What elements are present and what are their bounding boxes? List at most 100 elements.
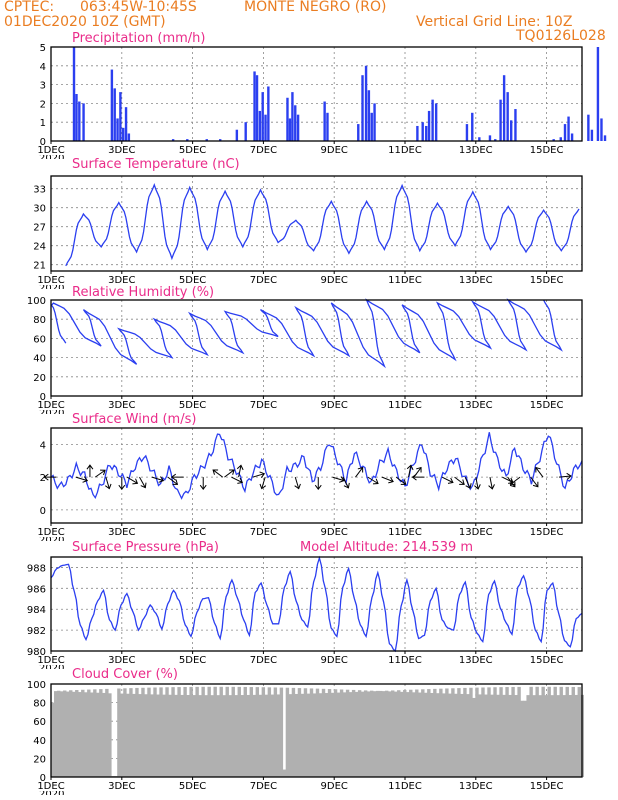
- cloud-bar: [384, 690, 389, 777]
- precip-bar: [361, 75, 364, 141]
- y-tick-label: 60: [33, 334, 46, 345]
- panel-title: Relative Humidity (%): [72, 285, 214, 300]
- precip-bar: [590, 129, 594, 141]
- cloud-bar: [276, 694, 281, 777]
- precip-bar: [421, 122, 424, 141]
- cloud-bar: [297, 688, 302, 777]
- cloud-bar: [487, 687, 491, 777]
- cloud-bar: [162, 694, 166, 777]
- precip-bar: [78, 101, 81, 141]
- cloud-bar: [412, 692, 416, 777]
- wind-vector: [558, 472, 572, 480]
- x-tick-label: 5DEC: [179, 145, 206, 156]
- precip-bar: [294, 105, 297, 141]
- cloud-bar: [391, 690, 395, 777]
- x-tick-label: 1DEC: [37, 400, 64, 411]
- y-tick-label: 24: [33, 242, 46, 253]
- y-tick-label: 80: [33, 699, 46, 710]
- precip-bar: [235, 129, 239, 141]
- x-tick-label: 3DEC: [108, 781, 135, 792]
- wind-vector: [104, 476, 112, 490]
- cloud-bar: [333, 689, 338, 777]
- cloud-bar: [306, 693, 311, 777]
- cloud-bar: [60, 691, 64, 777]
- header-source: CPTEC:: [4, 0, 55, 15]
- cloud-bar: [105, 688, 109, 777]
- cloud-bar: [532, 695, 536, 777]
- y-tick-label: 27: [33, 223, 46, 234]
- x-tick-label: 7DEC: [250, 275, 277, 286]
- cloud-bar: [559, 686, 563, 777]
- cloud-bar: [568, 695, 572, 777]
- wind-vector: [367, 476, 379, 485]
- cloud-bar: [126, 693, 130, 777]
- cloud-bar: [406, 692, 410, 777]
- cloud-bar: [123, 688, 127, 777]
- x-tick-label: 7DEC: [250, 400, 277, 411]
- cloud-bar: [201, 686, 205, 777]
- cloud-bar: [288, 694, 293, 777]
- cloud-bar: [210, 695, 214, 777]
- header-run-id: TQ0126L028: [516, 28, 606, 44]
- cloud-bar: [493, 687, 497, 777]
- panel-title: Surface Wind (m/s): [72, 412, 196, 427]
- cloud-bar: [195, 686, 199, 777]
- wind-vector: [259, 476, 267, 490]
- y-tick-label: 0: [40, 506, 46, 517]
- x-tick-label: 11DEC: [388, 400, 422, 411]
- y-tick-label: 20: [33, 373, 46, 384]
- cloud-bar: [156, 694, 160, 777]
- cloud-bar: [81, 689, 85, 777]
- cloud-bar: [342, 692, 347, 777]
- cloud-bar: [270, 694, 275, 777]
- precip-bar: [488, 135, 492, 141]
- precip-bar: [122, 127, 125, 141]
- precip-bar: [75, 94, 78, 141]
- x-tick-label: 3DEC: [108, 655, 135, 666]
- cloud-bar: [222, 695, 226, 777]
- wind-vector: [395, 476, 407, 485]
- precip-bar: [323, 101, 326, 141]
- header: CPTEC: 063:45W-10:45S MONTE NEGRO (RO) 0…: [0, 0, 618, 48]
- x-tick-label: 15DEC: [530, 781, 564, 792]
- x-tick-label: 3DEC: [108, 275, 135, 286]
- panel-title: Surface Temperature (nC): [72, 157, 240, 172]
- wind-vector: [224, 469, 235, 478]
- cloud-bar: [571, 686, 575, 777]
- x-tick-label: 13DEC: [459, 400, 493, 411]
- panel-4: 980 982 984 986 988 1DEC 3DEC 5DEC 7DEC 9DEC 11DEC…: [27, 540, 583, 674]
- precip-bar: [465, 124, 469, 141]
- wind-vector: [342, 476, 350, 489]
- cloud-bar: [192, 695, 196, 777]
- precip-bar: [499, 99, 502, 141]
- cloud-bar: [409, 689, 413, 777]
- panel-3: 0 2 4 1DEC 3DEC 5DEC 7DEC 9DEC 11DEC 13DEC 15DEC 20…: [37, 412, 583, 541]
- header-coords: 063:45W-10:45S: [80, 0, 197, 15]
- cloud-bar: [258, 694, 263, 777]
- cloud-bar: [282, 769, 287, 777]
- wind-vector: [355, 466, 364, 478]
- x-tick-label: 3DEC: [108, 527, 135, 538]
- x-tick-label: 15DEC: [530, 145, 564, 156]
- cloud-bar: [138, 694, 142, 777]
- x-tick-label: 13DEC: [459, 275, 493, 286]
- cloud-bar: [529, 686, 533, 777]
- cloud-bar: [189, 686, 193, 777]
- cloud-bar: [523, 700, 527, 777]
- wind-vector: [170, 473, 184, 481]
- cloud-bar: [436, 693, 440, 777]
- cloud-bar: [357, 690, 362, 777]
- cloud-bar: [249, 687, 254, 777]
- x-year-label: 2020: [39, 663, 64, 674]
- x-tick-label: 9DEC: [321, 781, 348, 792]
- wind-vector: [212, 469, 223, 478]
- cloud-bar: [514, 695, 518, 777]
- x-year-label: 2020: [39, 153, 64, 164]
- cloud-bar: [246, 694, 250, 777]
- wind-vector: [94, 469, 106, 478]
- cloud-bar: [63, 690, 67, 777]
- y-tick-label: 4: [40, 62, 46, 73]
- wind-vector: [118, 477, 126, 490]
- cloud-bar: [144, 694, 148, 777]
- cloud-bar: [520, 700, 524, 777]
